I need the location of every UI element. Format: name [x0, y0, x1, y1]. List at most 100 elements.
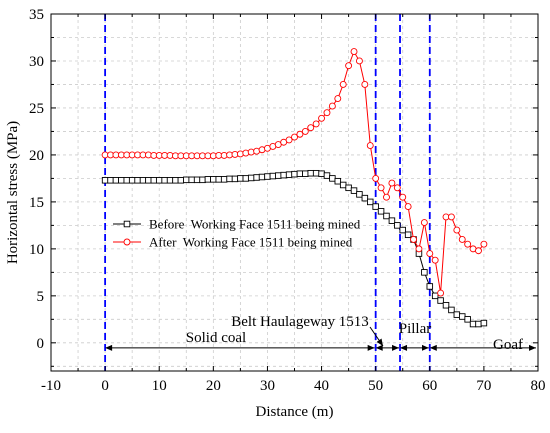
- legend-label-1: After Working Face 1511 being mined: [149, 235, 353, 250]
- data-point: [275, 172, 282, 179]
- data-point: [350, 187, 358, 194]
- data-point: [448, 306, 455, 314]
- data-point: [291, 170, 298, 178]
- legend-marker-0: [123, 220, 131, 228]
- data-point: [155, 177, 163, 184]
- y-tick-label: 35: [29, 7, 44, 23]
- region-label-3: Goaf: [493, 337, 523, 353]
- data-point: [291, 133, 298, 141]
- x-tick-label: 50: [368, 378, 383, 394]
- data-point: [210, 176, 217, 183]
- data-point: [177, 177, 185, 184]
- legend-marker-1: [123, 238, 131, 246]
- data-point: [312, 169, 320, 177]
- data-point: [183, 176, 190, 184]
- data-point: [366, 142, 374, 149]
- data-point: [253, 174, 260, 181]
- data-point: [399, 193, 407, 201]
- data-point: [329, 175, 336, 182]
- x-tick-label: 30: [260, 378, 275, 394]
- data-point: [415, 245, 423, 253]
- data-point: [285, 171, 293, 178]
- data-point: [377, 208, 385, 215]
- data-point: [123, 177, 131, 184]
- legend-label-0: Before Working Face 1511 being mined: [149, 217, 361, 232]
- data-point: [199, 176, 206, 184]
- data-point: [231, 175, 239, 183]
- legend: Before Working Face 1511 being mined Afte…: [113, 217, 361, 250]
- data-point: [453, 226, 461, 234]
- data-point: [258, 173, 266, 181]
- y-tick-label: 25: [29, 101, 44, 117]
- y-tick-label: 5: [37, 289, 45, 305]
- data-point: [302, 170, 309, 177]
- data-point: [334, 177, 342, 185]
- x-axis-title: Distance (m): [256, 404, 334, 420]
- data-point: [112, 177, 120, 184]
- belt-haulageway-pointer: [369, 326, 384, 347]
- data-point: [166, 177, 174, 184]
- data-point: [372, 174, 380, 182]
- data-point: [307, 124, 315, 132]
- y-tick-label: 15: [29, 195, 44, 211]
- data-point: [442, 301, 450, 309]
- data-point: [339, 181, 347, 189]
- data-point: [475, 320, 482, 328]
- x-tick-label: 20: [206, 378, 221, 394]
- x-tick-label: -10: [41, 378, 61, 394]
- data-point: [431, 256, 439, 264]
- data-point: [453, 311, 461, 318]
- data-point: [318, 114, 326, 122]
- data-point: [150, 177, 158, 184]
- data-point: [426, 283, 434, 290]
- data-point: [134, 177, 141, 184]
- data-point: [393, 184, 401, 192]
- data-point: [345, 184, 352, 192]
- data-point: [323, 172, 331, 179]
- data-point: [247, 174, 255, 182]
- data-point: [128, 177, 136, 184]
- data-point: [107, 177, 114, 184]
- region-label-0: Solid coal: [186, 330, 246, 346]
- data-point: [458, 313, 466, 320]
- data-point: [431, 292, 439, 300]
- data-point: [339, 81, 347, 88]
- data-point: [334, 95, 342, 103]
- data-point: [101, 177, 109, 184]
- data-point: [421, 269, 428, 276]
- data-point: [475, 247, 482, 255]
- x-tick-label: 60: [422, 378, 437, 394]
- data-point: [328, 102, 336, 110]
- data-point: [399, 226, 406, 234]
- data-point: [394, 222, 401, 229]
- data-point: [383, 212, 390, 220]
- y-tick-label: 0: [37, 336, 45, 352]
- data-point: [356, 191, 363, 198]
- series-group: [101, 48, 488, 328]
- data-point: [458, 236, 466, 243]
- data-point: [469, 320, 477, 328]
- data-point: [172, 177, 179, 184]
- data-point: [426, 250, 434, 258]
- y-tick-label: 10: [29, 242, 44, 258]
- data-point: [480, 240, 488, 248]
- data-point: [145, 177, 152, 184]
- data-point: [464, 316, 471, 323]
- data-point: [410, 236, 417, 243]
- data-point: [226, 175, 233, 183]
- data-point: [480, 319, 488, 327]
- data-point: [312, 120, 320, 128]
- data-point: [437, 289, 445, 297]
- x-tick-label: 40: [314, 378, 329, 394]
- data-point: [437, 297, 444, 304]
- data-point: [269, 172, 277, 180]
- data-point: [264, 173, 271, 180]
- data-point: [296, 130, 304, 138]
- data-point: [215, 176, 222, 183]
- data-point: [464, 240, 472, 248]
- data-point: [447, 213, 455, 221]
- data-point: [388, 179, 396, 187]
